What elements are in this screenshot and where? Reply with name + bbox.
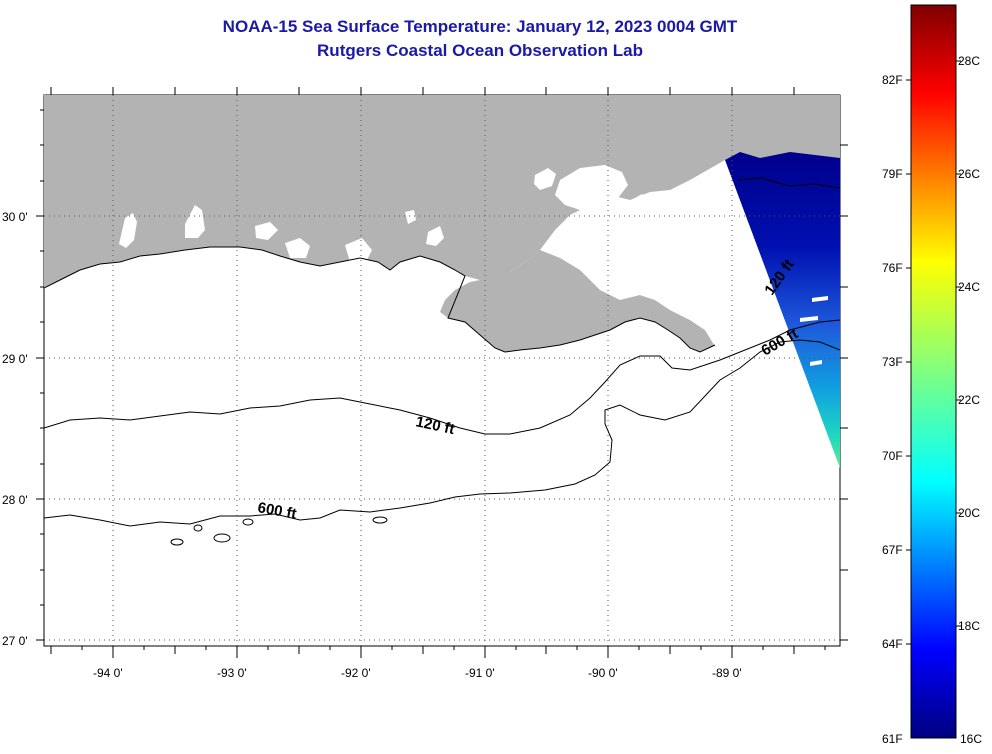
lon-label-94: -94 0' xyxy=(93,666,123,680)
map-title: NOAA-15 Sea Surface Temperature: January… xyxy=(222,17,738,36)
colorbar-label-61f: 61F xyxy=(882,732,903,746)
lake-small-6 xyxy=(426,226,444,246)
lake-small-7 xyxy=(255,222,278,240)
map-subtitle: Rutgers Coastal Ocean Observation Lab xyxy=(317,41,643,60)
isobath-600ft xyxy=(44,339,840,527)
land-mass xyxy=(44,95,840,288)
bank-2 xyxy=(213,533,231,543)
lat-label-27: 27 0' xyxy=(2,634,28,648)
lon-label-89: -89 0' xyxy=(712,666,742,680)
colorbar-label-20c: 20C xyxy=(958,506,980,520)
lon-axis xyxy=(50,646,826,658)
no-data-wedge xyxy=(640,160,800,360)
lake-small-4 xyxy=(285,238,310,258)
graticule xyxy=(44,95,840,646)
swath-cloud-streak-2 xyxy=(800,316,818,322)
colorbar-label-79f: 79F xyxy=(882,167,903,181)
colorbar-label-24c: 24C xyxy=(958,280,980,294)
colorbar-label-28c: 28C xyxy=(958,54,980,68)
swath-cloud-streak-3 xyxy=(810,360,822,366)
lake-small-8 xyxy=(628,194,652,218)
bank-3 xyxy=(242,518,254,526)
swath-coast xyxy=(737,177,840,189)
colorbar-ticks xyxy=(906,60,961,645)
lat-label-28: 28 0' xyxy=(2,493,28,507)
lon-label-93: -93 0' xyxy=(217,666,247,680)
lon-label-90: -90 0' xyxy=(588,666,618,680)
colorbar xyxy=(910,4,957,739)
lat-label-30: 30 0' xyxy=(2,210,28,224)
lake-small-9 xyxy=(345,238,372,262)
delta-land xyxy=(440,250,715,352)
lake-small-1 xyxy=(534,168,556,190)
lake-small-2 xyxy=(119,213,137,248)
colorbar-label-64f: 64F xyxy=(882,637,903,651)
lon-label-92: -92 0' xyxy=(341,666,371,680)
contour-label-600ft: 600 ft xyxy=(256,499,298,523)
lake-small-3 xyxy=(185,205,205,238)
lake-small-10 xyxy=(405,210,416,224)
colorbar-label-82f: 82F xyxy=(882,73,903,87)
colorbar-label-76f: 76F xyxy=(882,261,903,275)
sst-swath xyxy=(725,152,840,468)
coastline xyxy=(44,246,716,353)
lat-axis xyxy=(36,109,848,641)
lon-label-91: -91 0' xyxy=(465,666,495,680)
bank-4 xyxy=(372,516,388,524)
bank-1 xyxy=(170,538,184,546)
colorbar-label-22c: 22C xyxy=(958,393,980,407)
isobath-120ft xyxy=(44,319,840,435)
colorbar-label-67f: 67F xyxy=(882,543,903,557)
colorbar-label-26c: 26C xyxy=(958,167,980,181)
colorbar-label-70f: 70F xyxy=(882,449,903,463)
bank-5 xyxy=(193,524,203,532)
colorbar-label-73f: 73F xyxy=(882,355,903,369)
lake-small-5 xyxy=(564,234,588,262)
colorbar-label-18c: 18C xyxy=(958,619,980,633)
lat-label-29: 29 0' xyxy=(2,352,28,366)
colorbar-label-16c: 16C xyxy=(960,732,982,746)
top-axis xyxy=(50,87,795,95)
lake-pontchartrain xyxy=(555,165,628,210)
swath-cloud-streak-1 xyxy=(812,296,828,302)
